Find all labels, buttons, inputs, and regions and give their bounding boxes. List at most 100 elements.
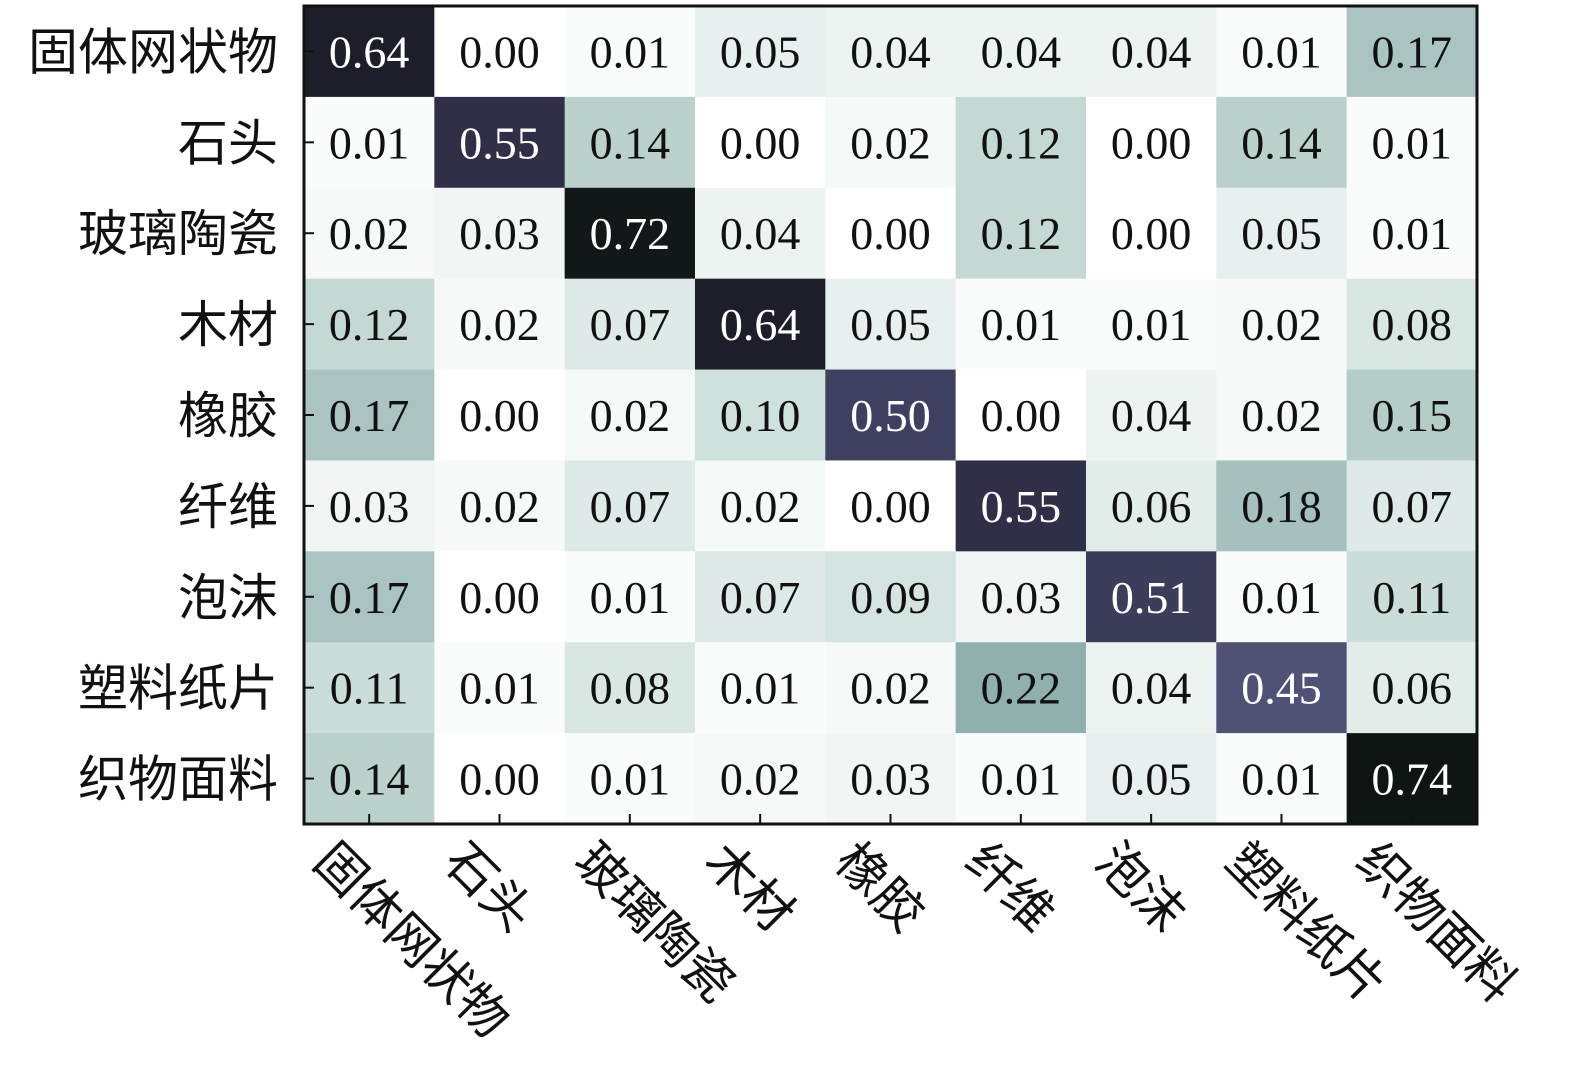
cell-value-label: 0.06 — [1372, 663, 1453, 714]
heatmap-cell — [434, 733, 566, 825]
heatmap-cell — [1216, 96, 1348, 189]
heatmap-cell — [434, 187, 566, 280]
y-axis-tick-label: 石头 — [178, 114, 278, 172]
heatmap-cell — [1346, 733, 1478, 825]
heatmap-cell — [304, 642, 435, 734]
cell-value-label: 0.64 — [329, 26, 410, 77]
cell-value-label: 0.00 — [981, 390, 1062, 441]
cell-value-label: 0.02 — [459, 299, 540, 350]
x-axis-tick-label: 木材 — [694, 831, 806, 943]
heatmap-cell — [1085, 96, 1217, 189]
heatmap-cell — [1085, 733, 1217, 825]
heatmap-cell — [825, 278, 957, 371]
cell-value-label: 0.00 — [1111, 117, 1192, 168]
cell-value-label: 0.09 — [850, 572, 931, 623]
cell-value-label: 0.00 — [459, 390, 540, 441]
cell-value-label: 0.03 — [329, 481, 410, 532]
cell-value-label: 0.04 — [720, 208, 801, 259]
cell-value-label: 0.02 — [1241, 390, 1322, 441]
cell-value-label: 0.17 — [1372, 26, 1453, 77]
cell-value-label: 0.01 — [590, 754, 671, 805]
cell-value-label: 0.01 — [981, 754, 1062, 805]
heatmap-cell — [825, 6, 957, 98]
heatmap-cell — [1346, 642, 1478, 734]
heatmap-cell — [1216, 6, 1348, 98]
x-axis-tick-label: 石头 — [433, 831, 545, 943]
cell-value-label: 0.00 — [459, 572, 540, 623]
heatmap-cell — [434, 642, 566, 734]
cell-value-label: 0.01 — [329, 117, 410, 168]
heatmap-cell — [1216, 369, 1348, 462]
y-axis-tick-label: 固体网状物 — [28, 23, 278, 81]
heatmap-cell — [825, 369, 957, 462]
cell-value-label: 0.15 — [1372, 390, 1453, 441]
heatmap-cell — [825, 733, 957, 825]
cell-value-label: 0.11 — [330, 663, 409, 714]
cell-value-label: 0.01 — [1241, 26, 1322, 77]
heatmap-cell — [694, 551, 826, 643]
heatmap-cell — [434, 278, 566, 371]
cell-value-label: 0.06 — [1111, 481, 1192, 532]
heatmap-cell — [694, 278, 826, 371]
heatmap-cell — [694, 187, 826, 280]
heatmap-cell — [1085, 642, 1217, 734]
cell-value-label: 0.22 — [981, 663, 1062, 714]
heatmap-cell — [1216, 733, 1348, 825]
cell-value-label: 0.07 — [720, 572, 801, 623]
heatmap-cell-values: 0.64 0.00 0.01 0.05 0.04 0.04 0.04 0.01 0.17 0.01… — [329, 26, 1452, 804]
heatmap-cell — [694, 96, 826, 189]
heatmap-cell — [955, 733, 1087, 825]
cell-value-label: 0.04 — [1111, 26, 1192, 77]
heatmap-cell — [434, 460, 566, 552]
heatmap-cell — [825, 551, 957, 643]
x-axis-tick-label: 纤维 — [954, 831, 1066, 943]
cell-value-label: 0.04 — [850, 26, 931, 77]
cell-value-label: 0.02 — [329, 208, 410, 259]
cell-value-label: 0.64 — [720, 299, 801, 350]
cell-value-label: 0.12 — [981, 117, 1062, 168]
heatmap-cell — [1216, 278, 1348, 371]
heatmap-cell — [564, 642, 696, 734]
heatmap-cell — [564, 278, 696, 371]
cell-value-label: 0.01 — [590, 572, 671, 623]
cell-value-label: 0.14 — [329, 754, 410, 805]
heatmap-cell — [1085, 187, 1217, 280]
cell-value-label: 0.14 — [590, 117, 671, 168]
cell-value-label: 0.51 — [1111, 572, 1192, 623]
heatmap-cell — [564, 369, 696, 462]
cell-value-label: 0.01 — [1241, 754, 1322, 805]
cell-value-label: 0.12 — [981, 208, 1062, 259]
heatmap-cell — [304, 460, 435, 552]
cell-value-label: 0.00 — [850, 208, 931, 259]
heatmap-cell — [1085, 551, 1217, 643]
heatmap-cell — [304, 369, 435, 462]
cell-value-label: 0.01 — [1241, 572, 1322, 623]
heatmap-cell — [564, 460, 696, 552]
heatmap-cell — [304, 551, 435, 643]
heatmap-cell — [825, 187, 957, 280]
cell-value-label: 0.02 — [850, 663, 931, 714]
cell-value-label: 0.07 — [590, 299, 671, 350]
cell-value-label: 0.01 — [1111, 299, 1192, 350]
heatmap-cell — [825, 96, 957, 189]
heatmap-cell — [434, 551, 566, 643]
heatmap-cell — [1346, 6, 1478, 98]
heatmap-cell — [1216, 551, 1348, 643]
cell-value-label: 0.03 — [981, 572, 1062, 623]
axis-ticks — [304, 50, 1413, 825]
heatmap-cell — [1216, 460, 1348, 552]
cell-value-label: 0.04 — [1111, 663, 1192, 714]
cell-value-label: 0.05 — [1111, 754, 1192, 805]
heatmap-cell — [955, 278, 1087, 371]
heatmap-cell — [955, 551, 1087, 643]
cell-value-label: 0.03 — [459, 208, 540, 259]
cell-value-label: 0.02 — [720, 481, 801, 532]
heatmap-cell — [1085, 369, 1217, 462]
cell-value-label: 0.45 — [1241, 663, 1322, 714]
cell-value-label: 0.07 — [1372, 481, 1453, 532]
heatmap-cell — [1216, 187, 1348, 280]
cell-value-label: 0.05 — [850, 299, 931, 350]
cell-value-label: 0.03 — [850, 754, 931, 805]
cell-value-label: 0.04 — [1111, 390, 1192, 441]
